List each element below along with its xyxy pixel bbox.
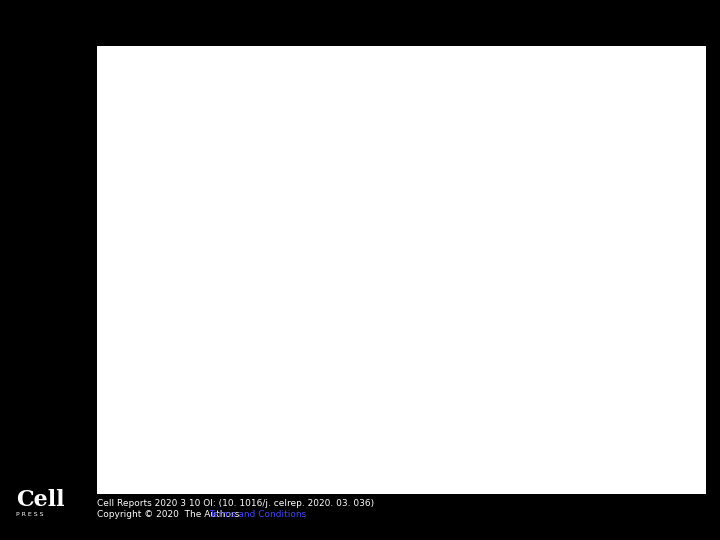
Text: A: A [99, 73, 107, 83]
Text: Terms and Conditions: Terms and Conditions [209, 510, 306, 518]
Text: C: C [324, 73, 331, 83]
Text: K: K [102, 374, 109, 384]
Text: F: F [99, 251, 105, 261]
Text: Cell: Cell [16, 489, 64, 510]
Text: J: J [440, 251, 444, 261]
Text: Cell Reports 2020 3 10 OI: (10. 1016/j. celrep. 2020. 03. 036): Cell Reports 2020 3 10 OI: (10. 1016/j. … [97, 499, 374, 508]
Text: G: G [169, 251, 177, 261]
Text: P R E S S: P R E S S [16, 512, 43, 517]
Text: I: I [328, 251, 331, 261]
Text: B: B [212, 73, 219, 83]
Text: Figure 7: Figure 7 [324, 30, 396, 48]
Text: Copyright © 2020  The Authors: Copyright © 2020 The Authors [97, 510, 246, 518]
Text: E: E [482, 73, 488, 83]
Text: H: H [263, 251, 271, 261]
Text: D: D [412, 73, 420, 83]
